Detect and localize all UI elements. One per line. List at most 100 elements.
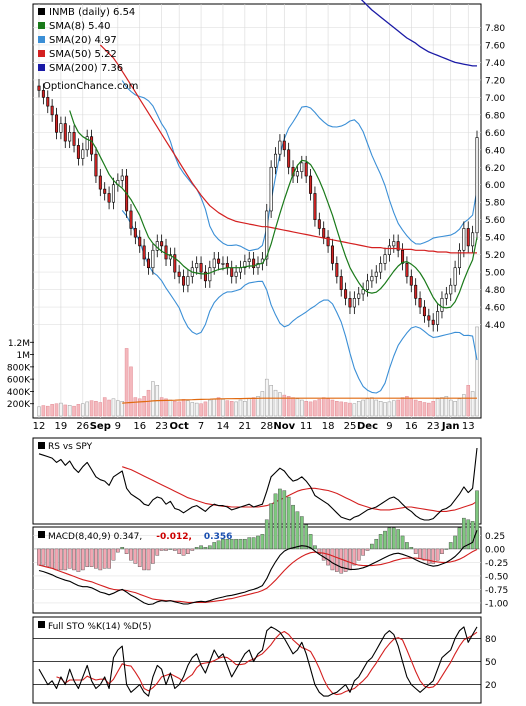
candle-body: [300, 162, 304, 172]
candle-body: [120, 175, 124, 181]
volume-bar: [256, 396, 260, 417]
legend-swatch-sma50: [38, 50, 45, 57]
macd-y-tick-label: 0.25: [485, 532, 505, 542]
sto-k-line: [38, 626, 478, 697]
candle-body: [85, 136, 89, 151]
candle-body: [41, 90, 45, 98]
candle-body: [107, 193, 111, 203]
legend-entry-sma50: SMA(50) 5.22: [49, 49, 117, 60]
sto-legend-swatch: [38, 621, 45, 628]
macd-histogram-bar: [63, 548, 68, 571]
volume-bar: [440, 397, 444, 417]
volume-bar: [116, 400, 120, 417]
candle-body: [422, 306, 426, 317]
macd-histogram-bar: [111, 548, 116, 561]
volume-bar: [234, 401, 238, 417]
volume-y-tick-label: 1M: [17, 351, 31, 361]
candle-body: [252, 258, 256, 269]
volume-bar: [308, 401, 313, 417]
candle-body: [111, 184, 115, 203]
candle-body: [177, 271, 181, 277]
volume-bar: [304, 401, 308, 417]
volume-bar: [243, 401, 247, 417]
macd-histogram-bar: [129, 548, 133, 561]
candle-body: [361, 289, 365, 295]
candle-body: [182, 276, 186, 286]
sma8-line: [69, 110, 478, 309]
candle-body: [94, 153, 98, 177]
volume-bar: [475, 326, 479, 417]
macd-line: [38, 530, 478, 606]
x-tick-label: 11: [300, 421, 313, 432]
price-y-tick-label: 7.20: [485, 76, 505, 86]
macd-histogram-bar: [164, 548, 168, 551]
macd-histogram-bar: [431, 548, 436, 564]
candle-body: [217, 258, 221, 264]
macd-y-tick-label: -0.25: [485, 559, 508, 569]
volume-bar: [418, 401, 422, 417]
candle-body: [409, 276, 413, 286]
price-y-tick-label: 6.20: [485, 164, 505, 174]
volume-bar: [172, 401, 177, 417]
x-tick-label: 12: [33, 421, 46, 432]
candle-body: [414, 284, 418, 299]
macd-histogram-bar: [370, 543, 374, 550]
macd-histogram-bar: [400, 535, 405, 550]
x-tick-label: 28: [260, 421, 273, 432]
candle-body: [212, 258, 216, 269]
volume-bar: [181, 399, 186, 417]
macd-histogram-bar: [137, 548, 142, 567]
macd-histogram-bar: [475, 490, 479, 550]
candle-body: [90, 136, 94, 155]
volume-bar: [247, 398, 252, 417]
price-y-tick-label: 5.20: [485, 251, 505, 261]
macd-histogram-bar: [308, 534, 313, 550]
macd-y-tick-labels: 0.25 0.00 -0.25 -0.50 -0.75 -1.00: [485, 532, 509, 610]
candle-body: [335, 263, 339, 277]
macd-histogram-bar: [457, 527, 462, 550]
candle-body: [195, 263, 199, 269]
macd-histogram-bar: [194, 547, 199, 550]
price-y-tick-label: 5.60: [485, 216, 505, 226]
candle-body: [449, 284, 453, 295]
volume-y-tick-label: 800K: [7, 363, 31, 373]
macd-histogram-bar: [107, 548, 111, 569]
macd-histogram-bar: [243, 538, 247, 550]
volume-bar: [89, 400, 94, 417]
volume-y-tick-label: 600K: [7, 376, 31, 386]
x-tick-label: 9: [386, 421, 392, 432]
price-y-tick-label: 7.40: [485, 59, 505, 69]
macd-histogram-bar: [466, 519, 471, 550]
volume-bar: [457, 398, 462, 417]
volume-bar: [225, 400, 230, 417]
macd-histogram-bar: [207, 545, 212, 550]
candle-body: [50, 105, 54, 116]
macd-histogram-bar: [330, 548, 335, 571]
candle-body: [46, 97, 50, 107]
macd-legend-text: MACD(8,40,9) 0.347, -0.012, 0.356: [48, 532, 232, 542]
x-tick-label: 23: [427, 421, 440, 432]
macd-histogram-bar: [361, 548, 365, 556]
candle-body: [173, 254, 177, 273]
macd-legend: MACD(8,40,9) 0.347, -0.012, 0.356: [38, 531, 232, 542]
macd-histogram-bar: [98, 548, 103, 571]
volume-y-tick-label: 200K: [7, 400, 31, 410]
macd-histogram-bar: [203, 547, 208, 550]
candle-body: [444, 293, 448, 299]
candle-body: [370, 276, 374, 282]
volume-bar: [396, 399, 400, 417]
price-y-tick-label: 4.60: [485, 304, 505, 314]
candle-body: [322, 228, 326, 238]
macd-legend-value1: 0.347,: [114, 532, 143, 542]
volume-bar: [164, 398, 168, 417]
volume-bar: [216, 397, 221, 417]
macd-y-tick-label: -0.75: [485, 586, 508, 596]
macd-histogram-bar: [124, 548, 129, 554]
price-y-tick-label: 6.80: [485, 111, 505, 121]
volume-bar: [269, 385, 273, 417]
candle-body: [436, 311, 440, 325]
macd-histogram-bar: [286, 496, 291, 550]
macd-histogram-bar: [413, 548, 418, 554]
candle-body: [396, 241, 400, 251]
volume-bar: [54, 403, 59, 417]
